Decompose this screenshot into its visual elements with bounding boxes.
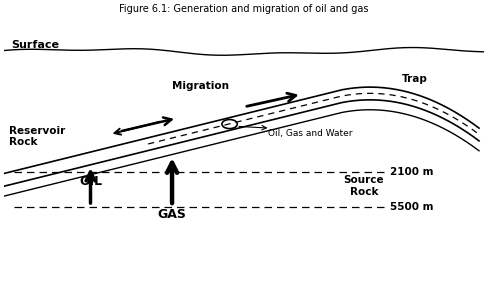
Text: OIL: OIL — [79, 175, 102, 188]
Text: Trap: Trap — [402, 74, 428, 84]
Text: 5500 m: 5500 m — [390, 203, 434, 212]
Title: Figure 6.1: Generation and migration of oil and gas: Figure 6.1: Generation and migration of … — [119, 4, 369, 14]
Text: Reservoir
Rock: Reservoir Rock — [9, 126, 65, 147]
Text: 2100 m: 2100 m — [390, 167, 434, 177]
Text: Migration: Migration — [172, 81, 229, 91]
Text: GAS: GAS — [158, 208, 186, 221]
Text: Oil, Gas and Water: Oil, Gas and Water — [268, 129, 352, 138]
Text: Source
Rock: Source Rock — [344, 175, 384, 197]
Text: Surface: Surface — [11, 40, 60, 50]
